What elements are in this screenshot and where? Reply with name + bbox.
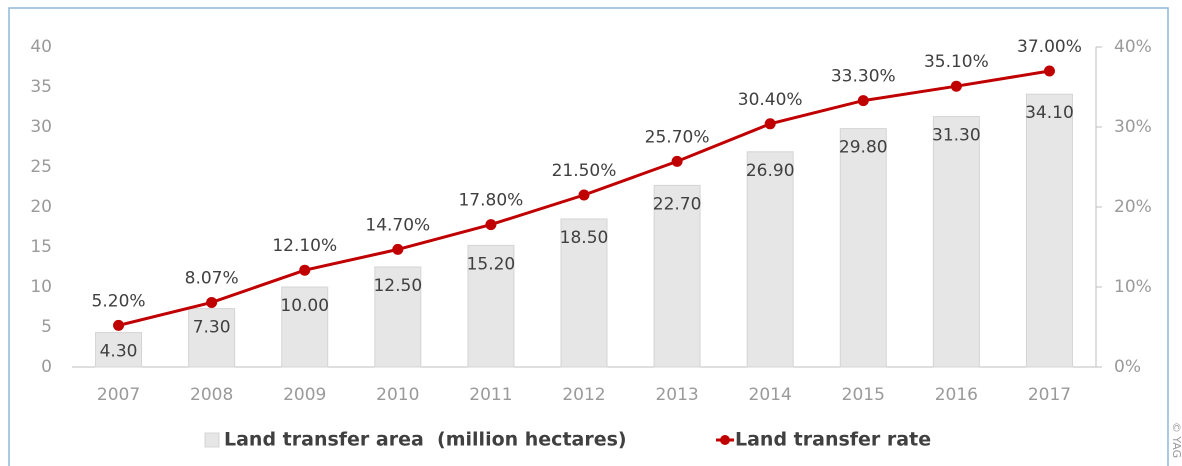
line-value-label: 14.70% [365, 215, 430, 235]
line-point [671, 155, 683, 167]
bar-value-label: 15.20 [467, 254, 516, 274]
bar-value-label: 34.10 [1025, 103, 1074, 123]
y-tick-label: 35 [30, 77, 52, 97]
bar [932, 116, 980, 368]
bar-value-label: 31.30 [932, 126, 981, 146]
legend-label: Land transfer area (million hectares) [224, 429, 627, 451]
bar [1025, 93, 1073, 368]
bar [374, 266, 422, 368]
x-tick-label: 2011 [469, 385, 512, 405]
bar-value-label: 26.90 [746, 161, 795, 181]
y-tick-label: 15 [30, 237, 52, 257]
y2-tick-label: 10% [1114, 277, 1152, 297]
line-value-label: 25.70% [645, 127, 710, 147]
line-point [206, 296, 218, 308]
y-tick-label: 40 [30, 37, 52, 57]
x-tick-label: 2007 [97, 385, 140, 405]
x-tick-label: 2012 [562, 385, 605, 405]
line-value-label: 21.50% [552, 161, 617, 181]
x-tick-label: 2017 [1028, 385, 1071, 405]
legend-label: Land transfer rate [735, 429, 931, 451]
line-value-label: 30.40% [738, 90, 803, 110]
watermark: © YAG [1170, 422, 1182, 458]
y-tick-label: 30 [30, 117, 52, 137]
bar-value-label: 4.30 [100, 342, 138, 362]
bar [560, 218, 608, 368]
x-tick-label: 2016 [935, 385, 978, 405]
line-point [299, 264, 311, 276]
line-value-label: 8.07% [185, 268, 239, 288]
x-tick-label: 2015 [842, 385, 885, 405]
y-tick-label: 10 [30, 277, 52, 297]
line-value-label: 33.30% [831, 67, 896, 87]
line-point [578, 189, 590, 201]
legend-swatch-dot [720, 435, 730, 445]
y-tick-label: 20 [30, 197, 52, 217]
bar [281, 286, 329, 368]
x-tick-label: 2008 [190, 385, 233, 405]
bar [839, 128, 887, 368]
bar-value-label: 10.00 [280, 296, 329, 316]
line-point [485, 219, 497, 231]
bar-value-label: 29.80 [839, 138, 888, 158]
line-point [764, 118, 776, 130]
y2-tick-label: 0% [1114, 357, 1141, 377]
y-tick-label: 0 [41, 357, 52, 377]
x-tick-label: 2009 [283, 385, 326, 405]
line-value-label: 37.00% [1017, 37, 1082, 57]
line-value-label: 5.20% [92, 291, 146, 311]
line-point [857, 95, 869, 107]
y-tick-label: 25 [30, 157, 52, 177]
bar-value-label: 18.50 [560, 228, 609, 248]
y-tick-label: 5 [41, 317, 52, 337]
bar [467, 244, 515, 368]
line-point [950, 80, 962, 92]
line-value-label: 35.10% [924, 52, 989, 72]
legend-swatch [204, 432, 220, 448]
bar-value-label: 7.30 [193, 318, 231, 338]
line-point [1043, 65, 1055, 77]
x-tick-label: 2014 [749, 385, 792, 405]
x-tick-label: 2013 [655, 385, 698, 405]
x-tick-label: 2010 [376, 385, 419, 405]
line-point [113, 319, 125, 331]
bar [95, 332, 143, 368]
y2-tick-label: 40% [1114, 37, 1152, 57]
bar [746, 151, 794, 368]
bar [653, 184, 701, 368]
y2-tick-label: 30% [1114, 117, 1152, 137]
bar [188, 308, 236, 368]
line-point [392, 243, 404, 255]
y2-tick-label: 20% [1114, 197, 1152, 217]
frame [8, 7, 1169, 466]
bar-value-label: 12.50 [373, 276, 422, 296]
bar-value-label: 22.70 [653, 194, 702, 214]
line-value-label: 12.10% [272, 236, 337, 256]
line-value-label: 17.80% [458, 191, 523, 211]
